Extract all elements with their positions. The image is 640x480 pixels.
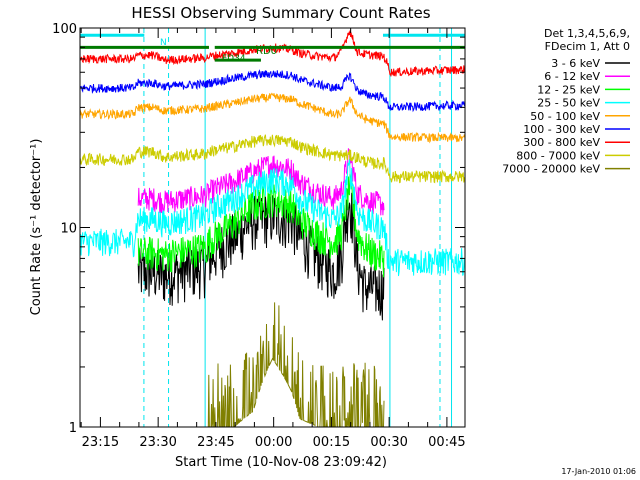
series-line-800-7000-kev	[80, 134, 465, 184]
y-axis-label: Count Rate (s⁻¹ detector⁻¹)	[29, 139, 44, 316]
x-tick-label: 23:45	[197, 435, 234, 450]
x-tick-label: 00:15	[313, 435, 350, 450]
legend-label-50-100-kev: 50 - 100 keV	[530, 110, 600, 123]
series-line-100-300-kev	[80, 69, 465, 113]
legend-header-line-2: FDecim 1, Att 0	[545, 40, 630, 53]
series-line-12-25-kev	[137, 173, 385, 278]
chart-title: HESSI Observing Summary Count Rates	[131, 4, 430, 22]
y-tick-label: 10	[60, 222, 77, 237]
y-tick-label: 1	[69, 421, 77, 436]
timestamp: 17-Jan-2010 01:06	[561, 467, 636, 476]
series-line-7000-20000-kev	[207, 302, 385, 427]
series-line-300-800-kev	[80, 30, 465, 77]
x-tick-label: 23:30	[139, 435, 176, 450]
legend-label-6-12-kev: 6 - 12 keV	[544, 70, 600, 83]
legend-label-100-300-kev: 100 - 300 keV	[523, 123, 600, 136]
x-tick-label: 00:00	[255, 435, 292, 450]
x-axis-label: Start Time (10-Nov-08 23:09:42)	[175, 455, 387, 470]
series-line-25-50-kev	[80, 158, 465, 277]
legend-label-300-800-kev: 300 - 800 keV	[523, 136, 600, 149]
legend: Det 1,3,4,5,6,9, FDecim 1, Att 0 3 - 6 k…	[502, 27, 630, 176]
annotation-fd34: FD34	[222, 54, 246, 64]
legend-label-25-50-kev: 25 - 50 keV	[537, 97, 600, 110]
x-tick-label: 00:45	[428, 435, 465, 450]
legend-label-3-6-kev: 3 - 6 keV	[551, 57, 600, 70]
annotation-n: N	[160, 38, 167, 48]
x-tick-label: 00:30	[370, 435, 407, 450]
series-line-50-100-kev	[80, 92, 465, 144]
annotation-rd0: RD0	[256, 46, 277, 57]
x-tick-label: 23:15	[82, 435, 119, 450]
legend-label-800-7000-kev: 800 - 7000 keV	[516, 149, 600, 162]
legend-label-12-25-kev: 12 - 25 keV	[537, 83, 600, 96]
y-tick-label: 100	[52, 22, 77, 37]
legend-label-7000-20000-kev: 7000 - 20000 keV	[502, 163, 600, 176]
legend-header-line-1: Det 1,3,4,5,6,9,	[544, 27, 630, 40]
